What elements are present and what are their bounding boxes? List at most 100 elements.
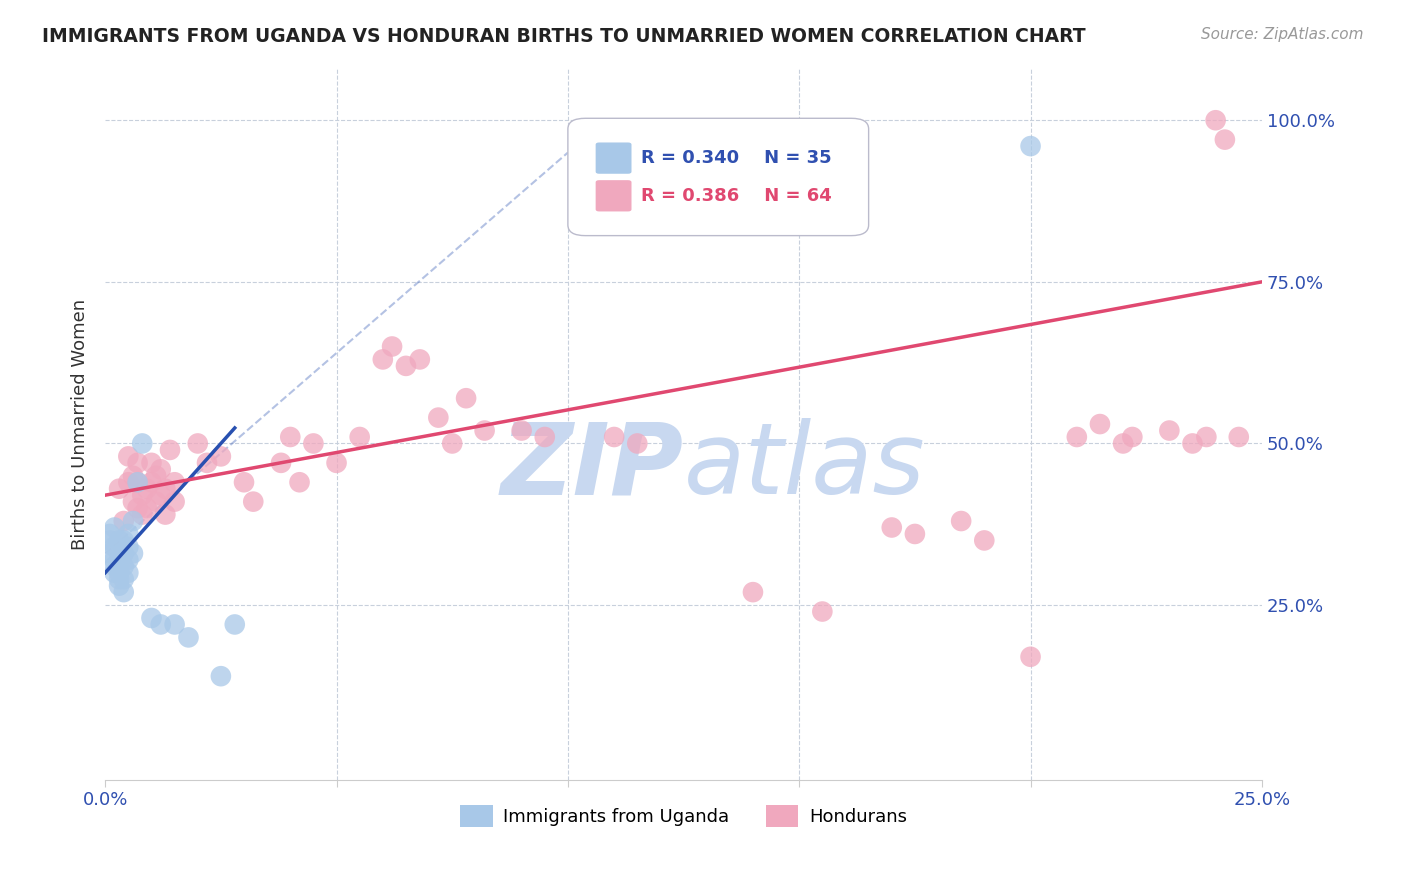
Point <box>98 546 121 560</box>
Point <box>1195 430 1218 444</box>
Point <box>149 617 172 632</box>
Point <box>510 424 533 438</box>
Point <box>371 352 394 367</box>
Point <box>474 424 496 438</box>
Point <box>1066 430 1088 444</box>
Point <box>141 475 163 490</box>
Point <box>880 520 903 534</box>
FancyBboxPatch shape <box>596 180 631 211</box>
Point <box>122 514 145 528</box>
Point <box>1213 133 1236 147</box>
Point <box>112 572 135 586</box>
Point <box>117 566 139 580</box>
Point <box>441 436 464 450</box>
Point <box>395 359 418 373</box>
Point <box>242 494 264 508</box>
Point <box>155 508 177 522</box>
Point <box>427 410 450 425</box>
Point <box>108 533 131 548</box>
Point <box>98 533 121 548</box>
Point <box>233 475 256 490</box>
Point <box>325 456 347 470</box>
Point <box>973 533 995 548</box>
Point <box>1088 417 1111 431</box>
Point <box>122 494 145 508</box>
Point <box>122 546 145 560</box>
Point <box>103 566 125 580</box>
Point <box>742 585 765 599</box>
Point <box>1121 430 1143 444</box>
FancyBboxPatch shape <box>568 119 869 235</box>
Point <box>127 475 149 490</box>
Point <box>302 436 325 450</box>
Point <box>1112 436 1135 450</box>
Point <box>195 456 218 470</box>
Point <box>117 540 139 554</box>
Point <box>163 494 186 508</box>
Point <box>103 520 125 534</box>
Point <box>950 514 973 528</box>
Text: R = 0.386    N = 64: R = 0.386 N = 64 <box>641 186 831 205</box>
Point <box>159 442 181 457</box>
Point <box>1181 436 1204 450</box>
Point <box>141 456 163 470</box>
Point <box>278 430 301 444</box>
Point <box>108 553 131 567</box>
Point <box>117 450 139 464</box>
Point <box>1205 113 1227 128</box>
Point <box>117 527 139 541</box>
Point <box>117 475 139 490</box>
Point <box>1019 649 1042 664</box>
Point <box>409 352 432 367</box>
Point <box>131 508 153 522</box>
Point <box>127 501 149 516</box>
Point <box>112 585 135 599</box>
Text: ZIP: ZIP <box>501 418 683 516</box>
Point <box>163 617 186 632</box>
Point <box>209 450 232 464</box>
Point <box>1159 424 1181 438</box>
Point <box>381 339 404 353</box>
Point <box>122 468 145 483</box>
Point <box>603 430 626 444</box>
Point <box>108 482 131 496</box>
Point <box>626 436 648 450</box>
Point <box>145 494 167 508</box>
Point <box>149 462 172 476</box>
Point <box>103 559 125 574</box>
Point <box>155 482 177 496</box>
Text: atlas: atlas <box>683 418 925 516</box>
Point <box>131 436 153 450</box>
Text: IMMIGRANTS FROM UGANDA VS HONDURAN BIRTHS TO UNMARRIED WOMEN CORRELATION CHART: IMMIGRANTS FROM UGANDA VS HONDURAN BIRTH… <box>42 27 1085 45</box>
Point <box>112 533 135 548</box>
Point <box>224 617 246 632</box>
Point <box>811 605 834 619</box>
Point <box>1019 139 1042 153</box>
Point <box>288 475 311 490</box>
Point <box>112 546 135 560</box>
Point <box>145 468 167 483</box>
Point <box>112 559 135 574</box>
Point <box>112 514 135 528</box>
Point <box>108 566 131 580</box>
Point <box>127 475 149 490</box>
Point <box>103 553 125 567</box>
Point <box>108 559 131 574</box>
Point <box>103 540 125 554</box>
FancyBboxPatch shape <box>596 143 631 174</box>
Point <box>533 430 555 444</box>
Text: Source: ZipAtlas.com: Source: ZipAtlas.com <box>1201 27 1364 42</box>
Point <box>135 501 157 516</box>
Point <box>696 139 718 153</box>
Point <box>904 527 927 541</box>
Point <box>108 579 131 593</box>
Point <box>135 482 157 496</box>
Point <box>1227 430 1250 444</box>
Point <box>177 631 200 645</box>
Point <box>270 456 292 470</box>
Point <box>98 527 121 541</box>
Point <box>163 475 186 490</box>
Text: R = 0.340    N = 35: R = 0.340 N = 35 <box>641 149 831 167</box>
Point <box>349 430 371 444</box>
Point <box>187 436 209 450</box>
